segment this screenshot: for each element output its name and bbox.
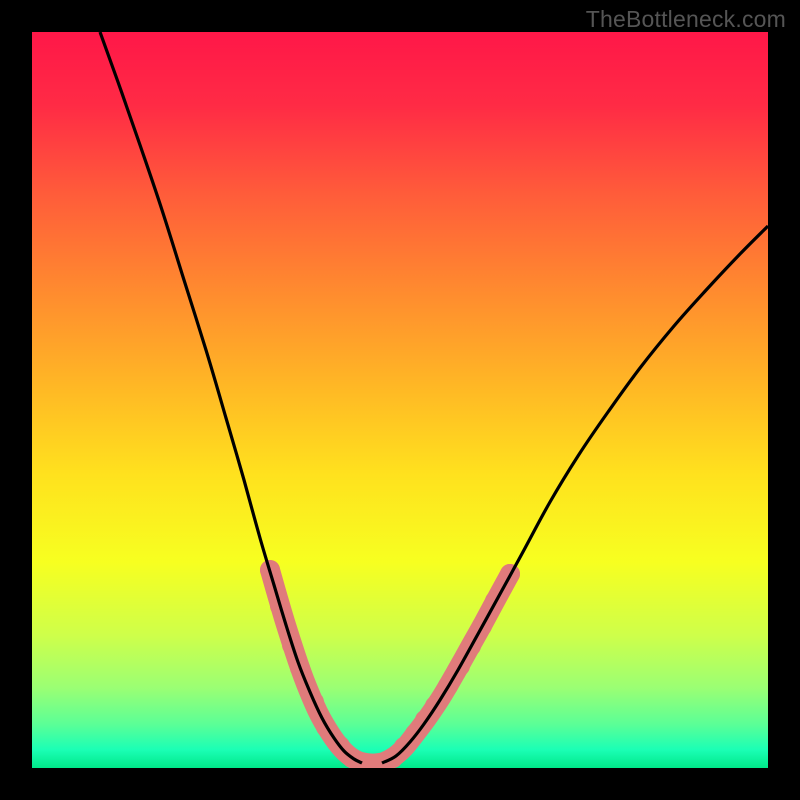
watermark-text: TheBottleneck.com	[586, 6, 786, 33]
plot-background	[32, 32, 768, 768]
chart-svg	[0, 0, 800, 800]
chart-canvas: TheBottleneck.com	[0, 0, 800, 800]
